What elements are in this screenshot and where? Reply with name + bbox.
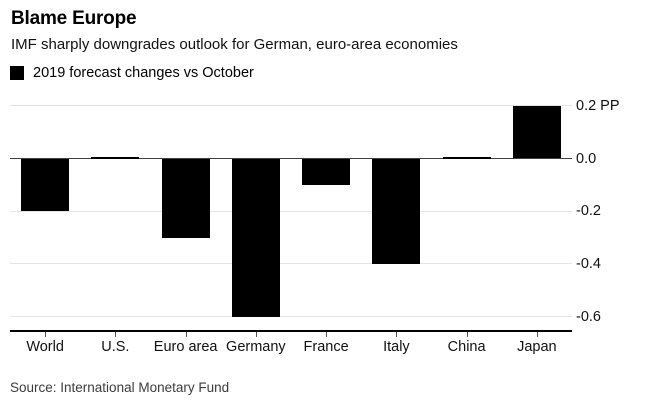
x-axis-tick — [466, 331, 468, 337]
x-axis-tick — [185, 331, 187, 337]
bar-world — [21, 158, 70, 212]
x-axis-category-label: Euro area — [153, 339, 218, 355]
x-axis-category-label: Italy — [383, 339, 410, 355]
gridline — [10, 263, 572, 265]
bar-france — [302, 158, 351, 185]
x-axis-category-label: France — [303, 339, 349, 355]
x-axis-category-label: Japan — [517, 339, 557, 355]
gridline — [10, 316, 572, 318]
bar-germany — [231, 158, 280, 317]
chart-subtitle: IMF sharply downgrades outlook for Germa… — [11, 36, 458, 53]
x-axis-tick — [255, 331, 257, 337]
y-axis-tick-label: -0.2 — [576, 203, 601, 220]
bar-china — [442, 156, 491, 159]
x-axis-tick — [396, 331, 398, 337]
x-axis-tick — [326, 331, 328, 337]
x-axis-tick — [115, 331, 117, 337]
gridline — [10, 105, 572, 107]
bar-euro-area — [161, 158, 210, 238]
y-axis-tick-label: 0.0 — [576, 150, 597, 167]
bar-japan — [512, 105, 561, 159]
x-axis-category-label: U.S. — [101, 339, 130, 355]
legend-label: 2019 forecast changes vs October — [33, 65, 254, 81]
bar-italy — [372, 158, 421, 264]
x-axis-category-label: World — [26, 339, 64, 355]
chart-title: Blame Europe — [11, 8, 137, 29]
zero-gridline — [10, 158, 572, 159]
legend-swatch-icon — [10, 66, 24, 80]
x-axis-tick — [536, 331, 538, 337]
x-axis-tick — [45, 331, 47, 337]
x-axis-category-label: China — [447, 339, 486, 355]
y-axis-tick-label: 0.2 PP — [576, 97, 620, 114]
y-axis-tick-label: -0.4 — [576, 255, 601, 272]
bar-u-s- — [91, 156, 140, 159]
source-note: Source: International Monetary Fund — [10, 380, 230, 395]
y-axis-tick-label: -0.6 — [576, 308, 601, 325]
chart-legend: 2019 forecast changes vs October — [10, 65, 254, 81]
gridline — [10, 210, 572, 212]
x-axis-category-label: Germany — [226, 339, 286, 355]
x-axis-line — [10, 329, 572, 332]
